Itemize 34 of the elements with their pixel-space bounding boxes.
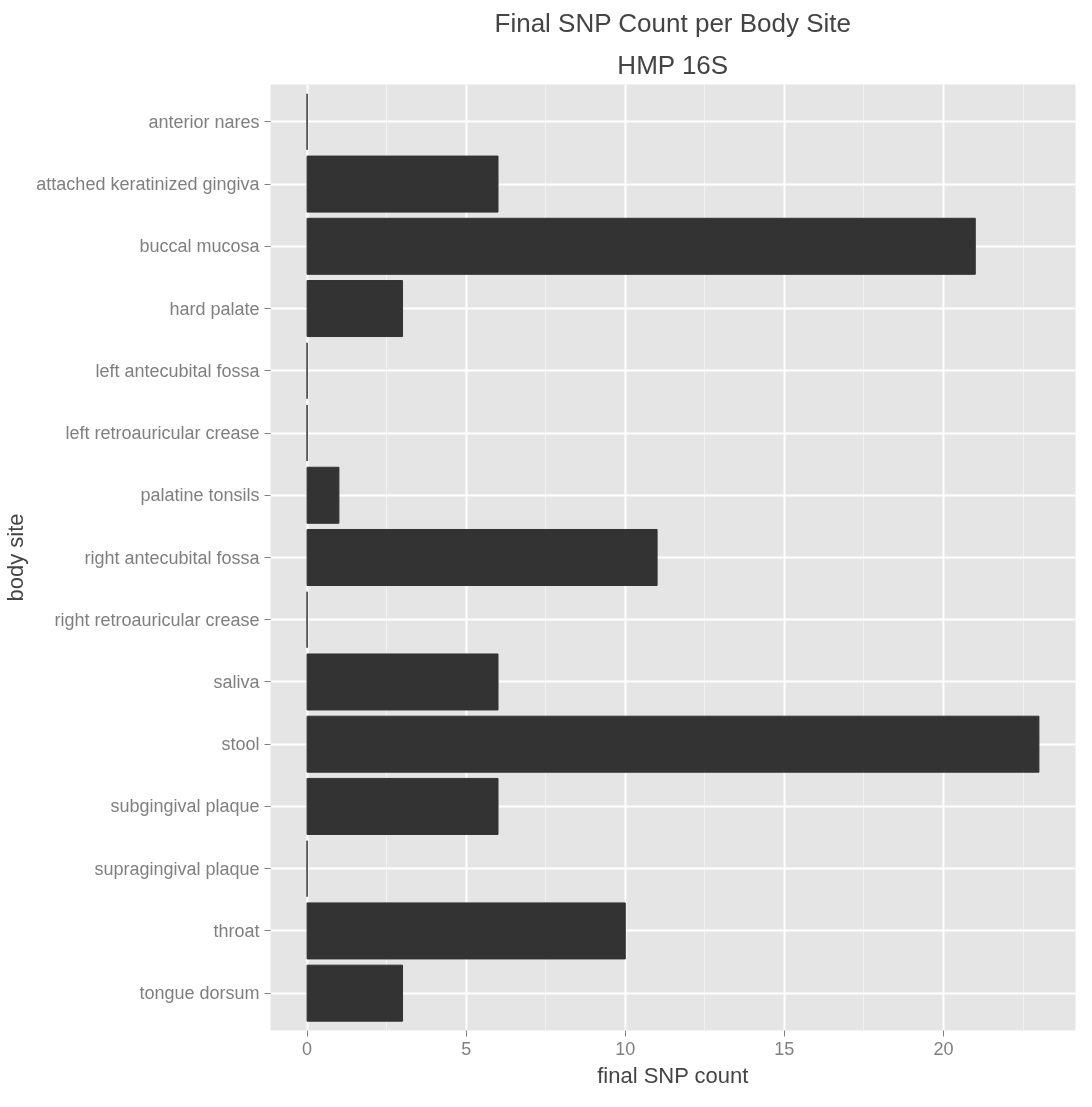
y-tick-label: throat [213, 920, 260, 941]
y-tick-label: right antecubital fossa [84, 547, 261, 568]
y-tick-label: subgingival plaque [110, 796, 260, 817]
y-tick-label: buccal mucosa [139, 236, 261, 257]
y-tick-label: palatine tonsils [140, 485, 260, 506]
y-tick-label: attached keratinized gingiva [36, 174, 261, 195]
x-tick-label: 20 [933, 1038, 954, 1059]
y-tick-label: tongue dorsum [139, 983, 260, 1004]
chart-title: Final SNP Count per Body Site [494, 7, 852, 38]
chart-subtitle: HMP 16S [617, 49, 729, 80]
y-axis-title: body site [3, 513, 29, 602]
bar [306, 528, 658, 587]
bar [306, 466, 340, 524]
x-tick-label: 15 [774, 1038, 795, 1059]
y-tick-label: left antecubital fossa [95, 360, 261, 381]
bar [306, 777, 499, 835]
y-tick-label: hard palate [169, 298, 260, 319]
bar [306, 155, 499, 213]
x-tick-label: 0 [302, 1038, 313, 1059]
y-tick-label: stool [221, 734, 260, 755]
bar [306, 217, 976, 275]
y-tick-label: anterior nares [148, 111, 260, 132]
y-tick-label: right retroauricular crease [54, 609, 260, 630]
bar [306, 653, 499, 711]
x-tick-label: 10 [615, 1038, 636, 1059]
y-tick-label: supragingival plaque [94, 858, 260, 879]
bar [306, 902, 626, 960]
y-tick-label: saliva [213, 671, 261, 692]
bar [306, 964, 404, 1022]
bar [306, 715, 1040, 773]
x-tick-label: 5 [461, 1038, 472, 1059]
bar [306, 280, 404, 338]
x-axis-title: final SNP count [597, 1062, 749, 1088]
y-tick-label: left retroauricular crease [65, 423, 260, 444]
